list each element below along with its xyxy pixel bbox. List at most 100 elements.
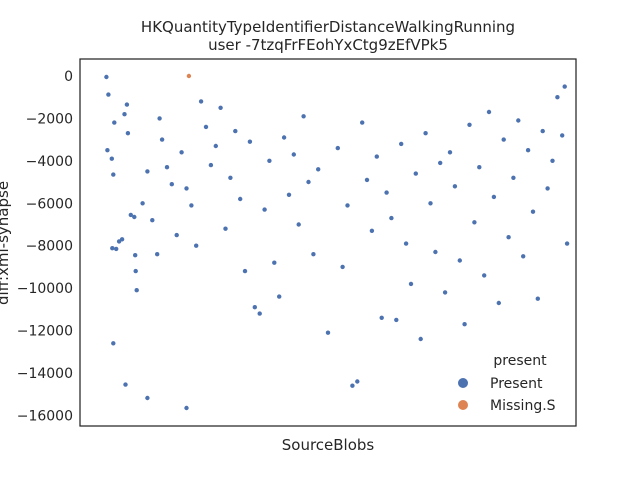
point-present	[281, 135, 287, 140]
point-present	[110, 246, 115, 251]
legend: present Present Missing.S	[458, 353, 556, 414]
point-present	[247, 139, 253, 144]
point-present	[452, 184, 458, 189]
point-present	[564, 241, 570, 246]
point-present	[360, 120, 365, 125]
point-present	[122, 112, 127, 117]
point-present	[203, 124, 209, 130]
point-present	[233, 128, 238, 134]
point-present	[428, 201, 433, 206]
point-present	[257, 311, 262, 316]
point-present	[105, 148, 110, 153]
point-present	[316, 167, 321, 172]
point-present	[123, 382, 128, 387]
point-present	[189, 203, 194, 208]
point-present	[399, 141, 404, 147]
point-present	[506, 235, 511, 240]
point-present	[128, 212, 133, 218]
point-present	[104, 74, 109, 80]
y-tick-label: −6000	[26, 196, 73, 212]
point-present	[223, 226, 228, 231]
point-present	[277, 294, 282, 299]
point-present	[306, 179, 311, 185]
point-present	[145, 395, 150, 401]
point-present	[106, 92, 111, 97]
point-present	[423, 131, 428, 136]
point-present	[560, 133, 565, 138]
y-tick-label: −4000	[26, 154, 73, 170]
point-present	[111, 341, 116, 346]
point-present	[125, 131, 131, 136]
point-present	[374, 154, 379, 159]
point-present	[379, 315, 384, 320]
point-present	[133, 253, 138, 258]
point-present	[252, 305, 257, 310]
point-present	[525, 148, 531, 153]
legend-label-present: Present	[490, 376, 543, 392]
point-present	[345, 203, 350, 208]
point-present	[111, 172, 116, 177]
point-present	[157, 116, 162, 121]
point-present	[194, 243, 199, 248]
point-present	[350, 383, 355, 388]
point-present	[335, 145, 340, 151]
point-present	[545, 186, 550, 191]
point-present	[124, 102, 130, 107]
point-present	[184, 186, 189, 191]
data-points	[104, 73, 570, 411]
legend-title: present	[493, 353, 547, 369]
point-present	[389, 215, 394, 221]
point-present	[169, 182, 174, 187]
y-tick-label: 0	[64, 69, 73, 85]
point-present	[218, 105, 223, 111]
point-present	[477, 165, 482, 170]
point-present	[467, 122, 472, 128]
point-present	[272, 260, 277, 265]
point-present	[208, 162, 214, 168]
point-present	[355, 379, 360, 384]
point-present	[174, 232, 179, 238]
point-present	[530, 209, 536, 214]
point-present	[311, 252, 316, 257]
point-present	[133, 268, 138, 274]
point-present	[482, 273, 487, 278]
point-present	[486, 109, 492, 115]
point-present	[145, 169, 150, 174]
point-missing	[186, 73, 192, 79]
point-present	[433, 249, 438, 255]
point-present	[521, 254, 526, 259]
point-present	[340, 264, 345, 270]
point-present	[403, 241, 409, 246]
point-present	[491, 194, 497, 200]
point-present	[301, 114, 306, 119]
y-tick-label: −2000	[26, 111, 73, 127]
point-present	[535, 296, 540, 301]
y-tick-label: −10000	[17, 281, 73, 297]
point-present	[184, 405, 189, 411]
plot-frame	[79, 58, 577, 427]
point-present	[242, 268, 248, 274]
point-present	[369, 228, 375, 233]
point-present	[150, 218, 155, 223]
point-present	[286, 192, 292, 197]
point-present	[198, 99, 204, 104]
point-present	[132, 214, 137, 220]
point-present	[555, 95, 560, 100]
point-present	[213, 143, 218, 149]
point-present	[325, 330, 331, 335]
point-present	[179, 150, 184, 155]
point-present	[394, 317, 399, 323]
y-tick-label: −12000	[17, 324, 73, 340]
y-tick-label: −14000	[17, 366, 73, 382]
point-present	[140, 201, 145, 206]
y-axis-label: diff:xml-synapse	[0, 181, 12, 305]
point-present	[408, 281, 414, 287]
point-present	[418, 336, 423, 342]
point-present	[267, 158, 272, 163]
y-tick-label: −8000	[26, 239, 73, 255]
point-present	[228, 175, 233, 180]
point-present	[291, 152, 296, 157]
point-present	[550, 158, 555, 163]
y-tick-labels: 0 −2000 −4000 −6000 −8000 −10000 −12000 −14000 −…	[17, 69, 73, 424]
